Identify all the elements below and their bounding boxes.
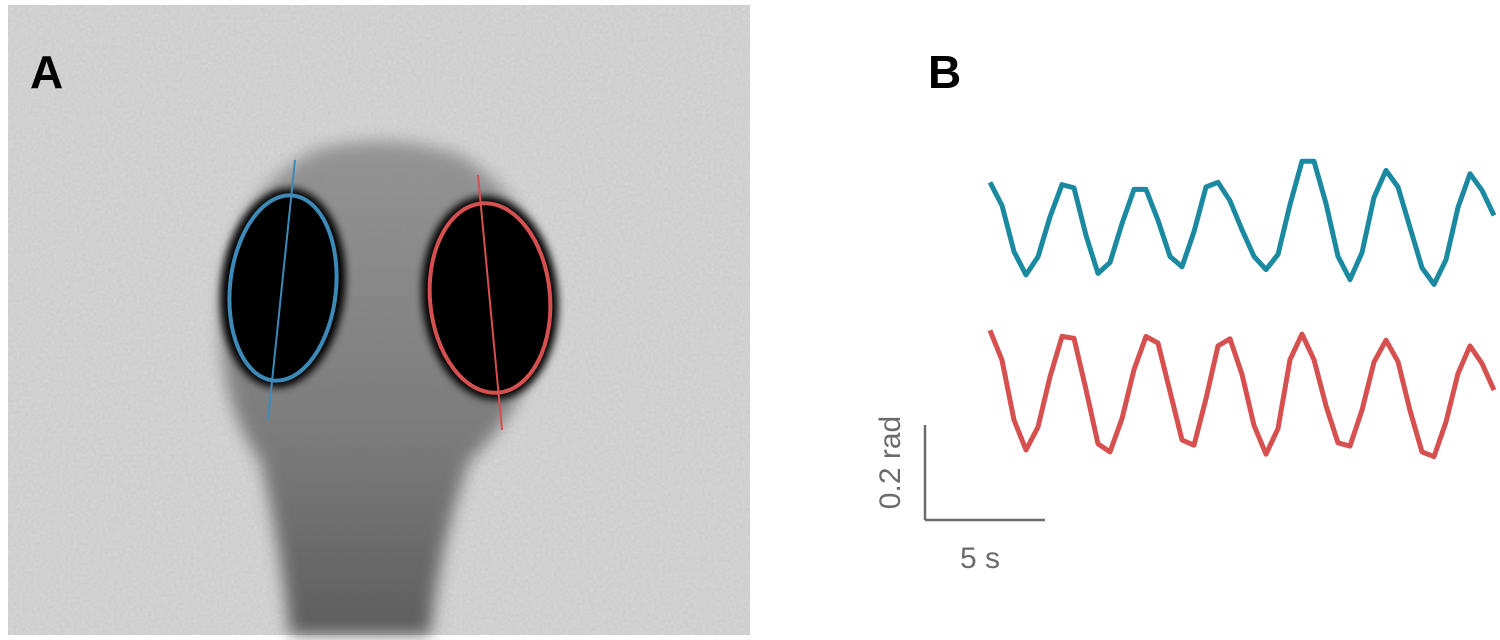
trace bbox=[987, 329, 1497, 460]
panel-label: A bbox=[30, 46, 63, 98]
trace bbox=[987, 158, 1497, 287]
scale-label-x: 5 s bbox=[960, 542, 1000, 575]
panel-a-image bbox=[8, 5, 750, 635]
panel-label: B bbox=[928, 46, 961, 98]
scale-label-y: 0.2 rad bbox=[874, 416, 907, 509]
